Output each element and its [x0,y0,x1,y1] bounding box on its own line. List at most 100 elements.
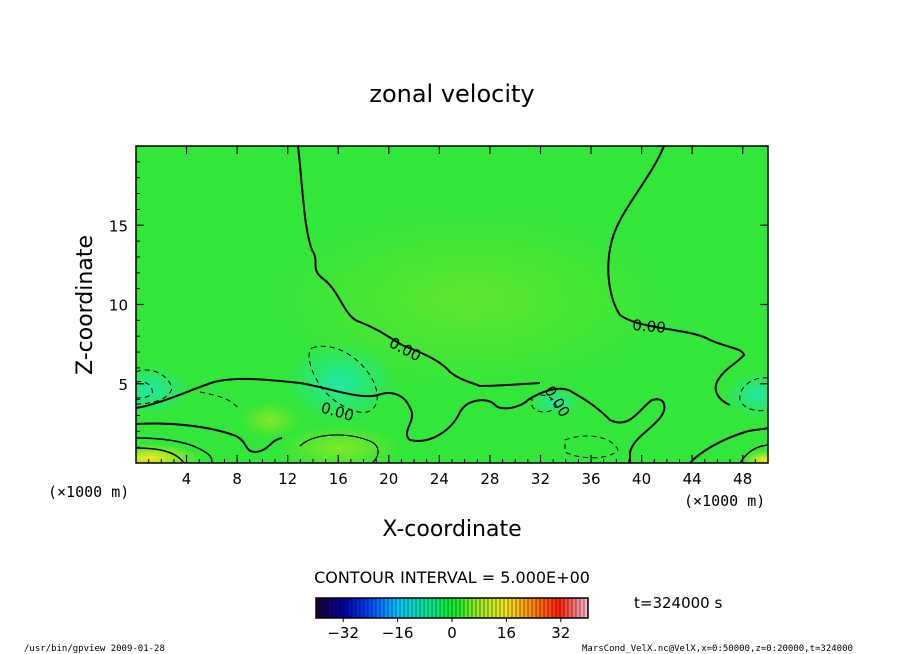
colorbar-cell [516,598,521,618]
colorbar-cell [572,598,577,618]
colorbar-cell [440,598,445,618]
colorbar-cell [444,598,449,618]
colorbar-cell [412,598,417,618]
colorbar-cell [556,598,561,618]
colorbar-cell [584,598,589,618]
colorbar-tick-label: −32 [327,624,359,642]
colorbar-cell [508,598,513,618]
colorbar-cell [548,598,553,618]
colorbar-tick-label: −16 [382,624,414,642]
colorbar-cell [352,598,357,618]
colorbar-cell [328,598,333,618]
colorbar-cell [524,598,529,618]
chart-title: zonal velocity [369,80,534,108]
negative-contours [136,345,768,459]
colorbar-cell [564,598,569,618]
colorbar-cell [532,598,537,618]
x-tick-label: 16 [329,470,348,488]
zero-contour-bottom-left [136,422,283,454]
colorbar-cell [364,598,369,618]
colorbar-cell [408,598,413,618]
colorbar-cell [540,598,545,618]
colorbar-cell [384,598,389,618]
colorbar-cell [332,598,337,618]
colorbar-cell [336,598,341,618]
colorbar-cell [388,598,393,618]
x-tick-label: 8 [232,470,242,488]
colorbar-cell [428,598,433,618]
colorbar-cell [344,598,349,618]
field-region-cyan-left [285,342,395,422]
colorbar-cell [544,598,549,618]
colorbar-cell [456,598,461,618]
colorbar-cell [476,598,481,618]
colorbar-cell [420,598,425,618]
x-tick-label: 44 [683,470,702,488]
x-tick-label: 32 [531,470,550,488]
colorbar-cell [320,598,325,618]
y-tick-label: 5 [118,376,128,394]
x-unit-label-right: (×1000 m) [684,492,765,510]
x-tick-label: 20 [379,470,398,488]
colorbar-tick-label: 0 [447,624,457,642]
colorbar-cell [492,598,497,618]
positive-contour-corner-right [739,444,768,463]
contour-interval-label: CONTOUR INTERVAL = 5.000E+00 [314,568,590,587]
x-tick-label: 4 [182,470,192,488]
colorbar-cell [472,598,477,618]
colorbar-cell [580,598,585,618]
colorbar-cell [356,598,361,618]
field-region-lime-bottom [280,426,400,463]
contour-label: 0.00 [632,316,667,337]
y-tick-label: 10 [109,297,128,315]
colorbar-cell [324,598,329,618]
colorbar-cell [316,598,321,618]
colorbar-cell [512,598,517,618]
colorbar-cell [500,598,505,618]
colorbar-cell [380,598,385,618]
y-tick-label: 15 [109,217,128,235]
x-axis-ticks: 4 8 12 16 20 24 28 32 36 40 44 48 [148,146,756,488]
zero-contour-bottom-right [689,427,768,463]
colorbar-cell [468,598,473,618]
colorbar-cell [484,598,489,618]
colorbar-cell [560,598,565,618]
colorbar-ticks: −32 −16 0 16 32 [327,618,570,642]
y-axis-label: Z-coordinate [73,235,98,375]
colorbar-tick-label: 16 [497,624,516,642]
colorbar-cell [340,598,345,618]
zero-contour-main [297,146,541,388]
colorbar-cell [460,598,465,618]
x-tick-label: 36 [581,470,600,488]
colorbar-cell [552,598,557,618]
positive-contour-corner-left2 [136,447,185,463]
colorbar-cell [436,598,441,618]
colorbar [315,597,589,619]
time-label: t=324000 s [634,594,722,612]
colorbar-cell [464,598,469,618]
field-region-lime-upper [270,210,670,390]
x-tick-label: 28 [480,470,499,488]
x-tick-label: 40 [632,470,651,488]
plot-area [136,146,768,463]
colorbar-tick-label: 32 [551,624,570,642]
y-axis-ticks: 5 10 15 [109,161,768,448]
colorbar-cell [404,598,409,618]
field-region-cyan-edge-right [723,373,768,417]
colorbar-cell [360,598,365,618]
colorbar-cell [528,598,533,618]
x-axis-label: X-coordinate [382,517,521,542]
x-tick-label: 24 [430,470,449,488]
positive-contour-mid [299,434,379,463]
footer-left: /usr/bin/gpview 2009-01-28 [24,644,165,654]
colorbar-cell [392,598,397,618]
colorbar-cell [452,598,457,618]
colorbar-cell [348,598,353,618]
footer-right: MarsCond_VelX.nc@VelX,x=0:50000,z=0:2000… [582,644,853,654]
colorbar-cell [576,598,581,618]
colorbar-cell [568,598,573,618]
colorbar-cell [400,598,405,618]
colorbar-cell [448,598,453,618]
colorbar-cell [504,598,509,618]
